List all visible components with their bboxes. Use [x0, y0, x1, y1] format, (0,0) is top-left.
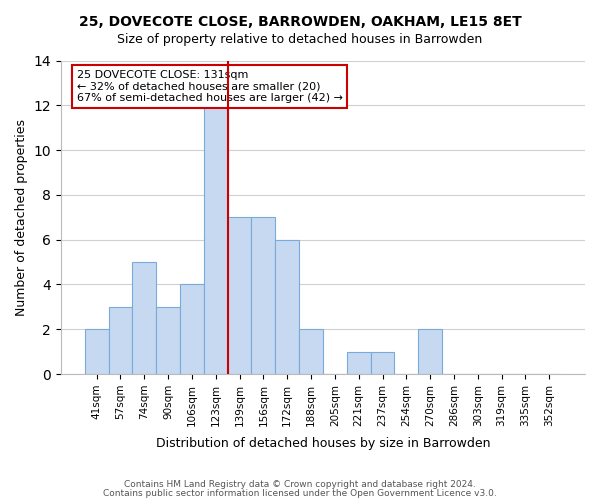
Bar — [109, 307, 133, 374]
Text: Size of property relative to detached houses in Barrowden: Size of property relative to detached ho… — [118, 32, 482, 46]
Text: Contains HM Land Registry data © Crown copyright and database right 2024.: Contains HM Land Registry data © Crown c… — [124, 480, 476, 489]
Text: 25, DOVECOTE CLOSE, BARROWDEN, OAKHAM, LE15 8ET: 25, DOVECOTE CLOSE, BARROWDEN, OAKHAM, L… — [79, 15, 521, 29]
Text: 25 DOVECOTE CLOSE: 131sqm
← 32% of detached houses are smaller (20)
67% of semi-: 25 DOVECOTE CLOSE: 131sqm ← 32% of detac… — [77, 70, 343, 103]
Bar — [299, 329, 323, 374]
Bar — [347, 352, 371, 374]
Bar — [180, 284, 204, 374]
Y-axis label: Number of detached properties: Number of detached properties — [15, 119, 28, 316]
Bar — [418, 329, 442, 374]
Bar — [204, 106, 227, 374]
Bar — [85, 329, 109, 374]
Bar — [227, 218, 251, 374]
Bar — [371, 352, 394, 374]
Text: Contains public sector information licensed under the Open Government Licence v3: Contains public sector information licen… — [103, 488, 497, 498]
Bar — [156, 307, 180, 374]
Bar — [275, 240, 299, 374]
Bar — [251, 218, 275, 374]
X-axis label: Distribution of detached houses by size in Barrowden: Distribution of detached houses by size … — [156, 437, 490, 450]
Bar — [133, 262, 156, 374]
